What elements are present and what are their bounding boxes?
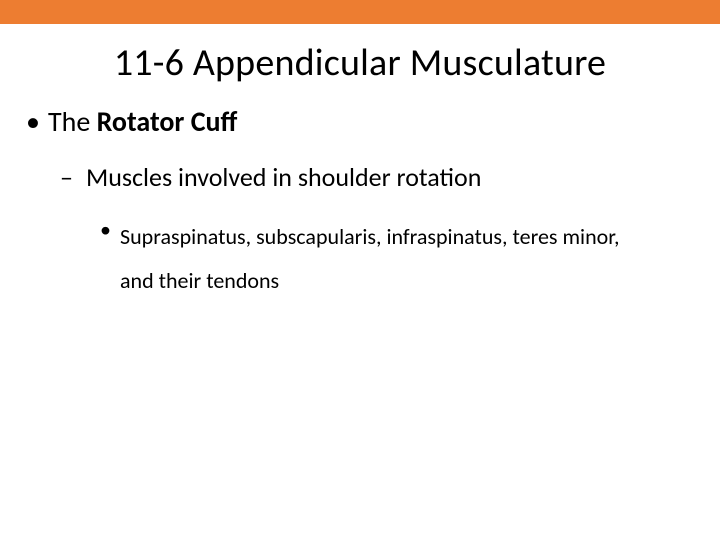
bullet-marker-disc-small: •: [100, 215, 120, 246]
bullet-text-1-prefix: The: [48, 104, 97, 139]
bullet-level-3: • Supraspinatus, subscapularis, infraspi…: [22, 215, 698, 303]
bullet-level-1: • The Rotator Cuff: [22, 104, 698, 139]
slide-title: 11-6 Appendicular Musculature: [0, 40, 720, 86]
bullet-text-2: Muscles involved in shoulder rotation: [86, 161, 481, 193]
bullet-text-3: Supraspinatus, subscapularis, infraspina…: [120, 215, 658, 303]
top-accent-bar: [0, 0, 720, 24]
bullet-text-1-bold: Rotator Cuff: [97, 104, 238, 139]
bullet-marker-dash: –: [60, 161, 86, 193]
bullet-text-1: The Rotator Cuff: [48, 104, 237, 139]
bullet-level-2: – Muscles involved in shoulder rotation: [22, 161, 698, 193]
slide-body: • The Rotator Cuff – Muscles involved in…: [0, 104, 720, 303]
bullet-marker-disc: •: [22, 104, 48, 139]
